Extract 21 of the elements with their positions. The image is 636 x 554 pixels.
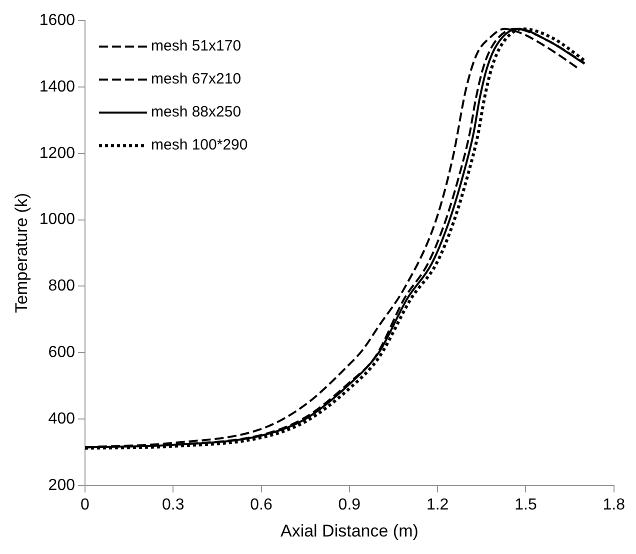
x-tick-label: 1.5 bbox=[514, 496, 537, 514]
y-tick-label: 200 bbox=[48, 476, 76, 494]
y-tick-label: 1600 bbox=[39, 12, 76, 30]
legend-label: mesh 51x170 bbox=[150, 38, 242, 55]
x-tick-label: 0.9 bbox=[338, 496, 361, 514]
y-tick-label: 1000 bbox=[39, 211, 76, 228]
legend-label: mesh 100*290 bbox=[150, 136, 248, 154]
x-tick-label: 1.2 bbox=[426, 496, 449, 514]
x-tick-label: 0.3 bbox=[162, 496, 184, 514]
x-tick-label: 1.8 bbox=[602, 496, 626, 514]
y-axis-title: Temperature (k) bbox=[12, 193, 31, 313]
y-tick-label: 1200 bbox=[39, 144, 76, 162]
y-tick-label: 800 bbox=[48, 278, 76, 295]
x-tick-label: 0.6 bbox=[250, 496, 273, 514]
y-tick-label: 400 bbox=[48, 410, 76, 428]
y-tick-label: 1400 bbox=[39, 78, 76, 96]
legend-label: mesh 67x210 bbox=[150, 70, 242, 88]
y-tick-label: 600 bbox=[48, 344, 76, 362]
x-tick-label: 0 bbox=[80, 496, 90, 514]
x-axis-title: Axial Distance (m) bbox=[280, 521, 418, 540]
legend-label: mesh 88x250 bbox=[150, 104, 242, 121]
